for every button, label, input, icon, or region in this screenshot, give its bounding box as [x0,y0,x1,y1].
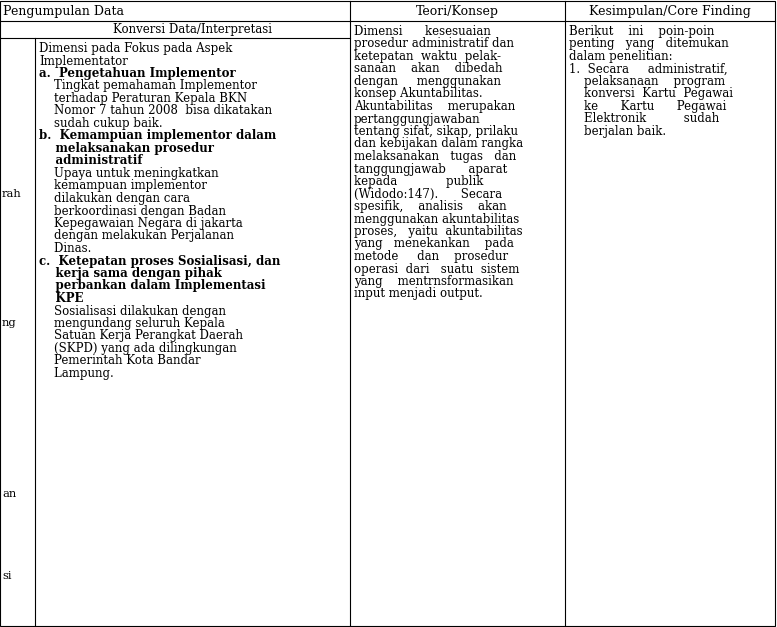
Text: Tingkat pemahaman Implementor: Tingkat pemahaman Implementor [39,80,257,93]
Text: (Widodo:147).      Secara: (Widodo:147). Secara [354,187,502,201]
Text: kerja sama dengan pihak: kerja sama dengan pihak [39,267,222,280]
Text: ng: ng [2,318,16,328]
Text: prosedur administratif dan: prosedur administratif dan [354,38,514,51]
Text: Implementator: Implementator [39,55,128,68]
Text: input menjadi output.: input menjadi output. [354,288,483,300]
Text: c.  Ketepatan proses Sosialisasi, dan: c. Ketepatan proses Sosialisasi, dan [39,255,280,268]
Text: 1.  Secara     administratif,: 1. Secara administratif, [569,63,727,75]
Text: Kepegawaian Negara di jakarta: Kepegawaian Negara di jakarta [39,217,242,230]
Text: konversi  Kartu  Pegawai: konversi Kartu Pegawai [569,88,733,100]
Text: terhadap Peraturan Kepala BKN: terhadap Peraturan Kepala BKN [39,92,247,105]
Text: dan kebijakan dalam rangka: dan kebijakan dalam rangka [354,137,523,150]
Text: berjalan baik.: berjalan baik. [569,125,666,138]
Text: yang   menekankan    pada: yang menekankan pada [354,238,514,251]
Text: sanaan    akan    dibedah: sanaan akan dibedah [354,63,503,75]
Text: (SKPD) yang ada dilingkungan: (SKPD) yang ada dilingkungan [39,342,237,355]
Text: administratif: administratif [39,154,142,167]
Text: tentang sifat, sikap, prilaku: tentang sifat, sikap, prilaku [354,125,518,138]
Text: Satuan Kerja Perangkat Daerah: Satuan Kerja Perangkat Daerah [39,330,243,342]
Text: sudah cukup baik.: sudah cukup baik. [39,117,162,130]
Text: pertanggungjawaban: pertanggungjawaban [354,112,481,125]
Text: a.  Pengetahuan Implementor: a. Pengetahuan Implementor [39,67,235,80]
Text: Dimensi      kesesuaian: Dimensi kesesuaian [354,25,491,38]
Text: Sosialisasi dilakukan dengan: Sosialisasi dilakukan dengan [39,305,226,317]
Text: Lampung.: Lampung. [39,367,113,380]
Text: rah: rah [2,189,22,199]
Text: Nomor 7 tahun 2008  bisa dikatakan: Nomor 7 tahun 2008 bisa dikatakan [39,105,272,117]
Text: operasi  dari   suatu  sistem: operasi dari suatu sistem [354,263,519,275]
Text: dalam penelitian:: dalam penelitian: [569,50,673,63]
Text: yang    mentrnsformasikan: yang mentrnsformasikan [354,275,514,288]
Text: melaksanakan prosedur: melaksanakan prosedur [39,142,214,155]
Text: Berikut    ini    poin-poin: Berikut ini poin-poin [569,25,714,38]
Text: KPE: KPE [39,292,83,305]
Text: kemampuan implementor: kemampuan implementor [39,179,207,192]
Text: Dimensi pada Fokus pada Aspek: Dimensi pada Fokus pada Aspek [39,42,232,55]
Text: Akuntabilitas    merupakan: Akuntabilitas merupakan [354,100,515,113]
Text: dengan melakukan Perjalanan: dengan melakukan Perjalanan [39,229,234,243]
Text: menggunakan akuntabilitas: menggunakan akuntabilitas [354,213,519,226]
Text: konsep Akuntabilitas.: konsep Akuntabilitas. [354,88,483,100]
Text: Dinas.: Dinas. [39,242,92,255]
Text: kepada             publik: kepada publik [354,175,483,188]
Text: berkoordinasi dengan Badan: berkoordinasi dengan Badan [39,204,226,218]
Text: metode     dan    prosedur: metode dan prosedur [354,250,508,263]
Text: penting   yang   ditemukan: penting yang ditemukan [569,38,729,51]
Text: an: an [2,488,16,498]
Text: melaksanakan   tugas   dan: melaksanakan tugas dan [354,150,516,163]
Text: Elektronik          sudah: Elektronik sudah [569,112,720,125]
Text: Upaya untuk meningkatkan: Upaya untuk meningkatkan [39,167,218,180]
Text: ke      Kartu      Pegawai: ke Kartu Pegawai [569,100,726,113]
Text: Kesimpulan/Core Finding: Kesimpulan/Core Finding [589,4,751,18]
Text: pelaksanaan    program: pelaksanaan program [569,75,725,88]
Text: tanggungjawab      aparat: tanggungjawab aparat [354,162,507,176]
Text: dilakukan dengan cara: dilakukan dengan cara [39,192,190,205]
Text: Konversi Data/Interpretasi: Konversi Data/Interpretasi [113,23,272,36]
Text: spesifik,    analisis    akan: spesifik, analisis akan [354,200,507,213]
Text: Teori/Konsep: Teori/Konsep [416,4,499,18]
Text: Pengumpulan Data: Pengumpulan Data [3,4,124,18]
Text: b.  Kemampuan implementor dalam: b. Kemampuan implementor dalam [39,130,277,142]
Text: mengundang seluruh Kepala: mengundang seluruh Kepala [39,317,225,330]
Text: dengan     menggunakan: dengan menggunakan [354,75,501,88]
Text: ketepatan  waktu  pelak-: ketepatan waktu pelak- [354,50,501,63]
Text: perbankan dalam Implementasi: perbankan dalam Implementasi [39,280,266,293]
Text: Pemerintah Kota Bandar: Pemerintah Kota Bandar [39,354,200,367]
Text: proses,   yaitu  akuntabilitas: proses, yaitu akuntabilitas [354,225,523,238]
Text: si: si [2,571,12,581]
